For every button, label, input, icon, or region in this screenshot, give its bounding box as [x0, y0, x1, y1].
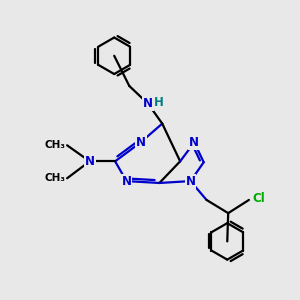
Text: N: N — [143, 97, 153, 110]
Text: N: N — [189, 136, 199, 149]
Text: N: N — [122, 175, 131, 188]
Text: N: N — [136, 136, 146, 149]
Text: CH₃: CH₃ — [45, 173, 66, 183]
Text: CH₃: CH₃ — [45, 140, 66, 150]
Text: N: N — [85, 155, 95, 168]
Text: Cl: Cl — [252, 192, 265, 205]
Text: N: N — [185, 175, 196, 188]
Text: H: H — [154, 96, 164, 109]
